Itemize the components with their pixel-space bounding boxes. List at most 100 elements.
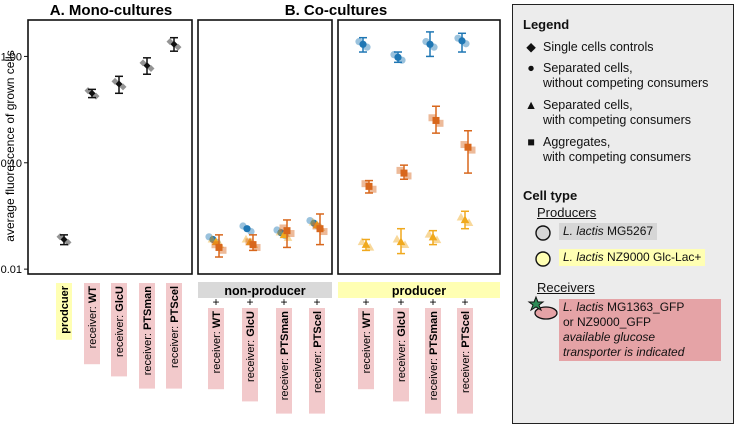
replicate-aggregates-with-competing-consumers bbox=[361, 180, 369, 188]
replicate-aggregates-with-competing-consumers bbox=[245, 238, 253, 246]
square-icon: ■ bbox=[527, 135, 535, 149]
tick-label-bg bbox=[56, 283, 72, 340]
replicate-separated-cells-with-competing-consumers bbox=[392, 234, 402, 243]
tick-label-bg bbox=[457, 308, 473, 414]
legend-item-separated-competition: ▲ Separated cells, with competing consume… bbox=[523, 98, 691, 128]
point-aggregates-with-competing-consumers bbox=[215, 243, 223, 251]
tick-label: receiver: WT bbox=[211, 311, 223, 374]
producer-mg5267-label: L. lactis MG5267 bbox=[559, 223, 658, 240]
group-bar-B2 bbox=[338, 282, 500, 298]
legend-item-label: Aggregates, bbox=[543, 135, 611, 149]
legend-panel: Legend ◆ Single cells controls ● Separat… bbox=[512, 4, 734, 424]
replicate-aggregates-with-competing-consumers bbox=[253, 243, 261, 251]
legend-item-label: Separated cells, bbox=[543, 61, 633, 75]
replicate-aggregates-with-competing-consumers bbox=[468, 146, 476, 154]
replicate-aggregates-with-competing-consumers bbox=[428, 114, 436, 122]
plus-sign: + bbox=[246, 295, 253, 309]
point-separated-cells-without-competing-consumers bbox=[458, 37, 466, 45]
legend-item-label-2: without competing consumers bbox=[543, 76, 709, 90]
replicate-separated-cells-with-competing-consumers bbox=[308, 217, 318, 226]
plus-sign: + bbox=[429, 295, 436, 309]
tick-label-bg bbox=[358, 308, 374, 390]
replicate-aggregates-with-competing-consumers bbox=[436, 119, 444, 127]
point-aggregates-with-competing-consumers bbox=[400, 169, 408, 177]
tick-label: receiver: PTSman bbox=[279, 311, 291, 401]
y-tick-label: 1.00 bbox=[1, 51, 22, 63]
plus-sign: + bbox=[280, 295, 287, 309]
triangle-icon: ▲ bbox=[524, 98, 538, 112]
plus-sign: + bbox=[313, 295, 320, 309]
legend-item-single-cells: ◆ Single cells controls bbox=[523, 40, 653, 55]
tick-label: receiver: GlcU bbox=[245, 311, 257, 382]
group-bar-B1 bbox=[198, 282, 332, 298]
point-aggregates-with-competing-consumers bbox=[432, 116, 440, 124]
y-axis-label: average fluorescence of grown cells bbox=[3, 50, 17, 241]
legend-item-label-2: with competing consumers bbox=[543, 150, 691, 164]
replicate-separated-cells-with-competing-consumers bbox=[464, 218, 474, 227]
point-aggregates-with-competing-consumers bbox=[316, 225, 324, 233]
point-separated-cells-without-competing-consumers bbox=[359, 40, 367, 48]
replicate-separated-cells-with-competing-consumers bbox=[283, 233, 293, 241]
point-separated-cells-with-competing-consumers bbox=[361, 240, 371, 248]
group-label-B1: non-producer bbox=[224, 284, 305, 298]
point-aggregates-with-competing-consumers bbox=[464, 143, 472, 151]
tick-label: receiver: PTScel bbox=[169, 286, 181, 368]
point-separated-cells-with-competing-consumers bbox=[460, 215, 470, 224]
point-separated-cells-with-competing-consumers bbox=[279, 230, 289, 239]
replicate-aggregates-with-competing-consumers bbox=[460, 141, 468, 149]
panel-B2-frame bbox=[337, 19, 501, 275]
replicate-separated-cells-with-competing-consumers bbox=[357, 237, 367, 246]
panel-A-frame bbox=[27, 19, 193, 275]
replicate-aggregates-with-competing-consumers bbox=[279, 224, 287, 232]
tick-label: receiver: PTSman bbox=[142, 286, 154, 376]
y-tick-label: 0.01 bbox=[1, 264, 22, 276]
legend-item-label-2: with competing consumers bbox=[543, 113, 691, 127]
producer-nz9000-label: L. lactis NZ9000 Glc-Lac+ bbox=[559, 249, 706, 266]
receiver-cell-icon bbox=[527, 295, 558, 320]
point-separated-cells-with-competing-consumers bbox=[428, 232, 438, 241]
cell-type-title: Cell type bbox=[523, 188, 578, 203]
receivers-title: Receivers bbox=[537, 280, 595, 295]
replicate-aggregates-with-competing-consumers bbox=[211, 241, 219, 249]
point-aggregates-with-competing-consumers bbox=[283, 227, 291, 235]
tick-label-bg bbox=[309, 308, 325, 414]
replicate-aggregates-with-competing-consumers bbox=[287, 230, 295, 238]
replicate-separated-cells-with-competing-consumers bbox=[424, 229, 434, 238]
point-single-cells-controls bbox=[60, 235, 68, 243]
replicate-separated-cells-with-competing-consumers bbox=[275, 227, 285, 236]
replicate-separated-cells-with-competing-consumers bbox=[241, 234, 251, 243]
replicate-aggregates-with-competing-consumers bbox=[320, 228, 328, 236]
diamond-icon: ◆ bbox=[526, 40, 536, 54]
replicate-aggregates-with-competing-consumers bbox=[312, 222, 320, 230]
point-single-cells-controls bbox=[170, 40, 178, 48]
tick-label-bg bbox=[276, 308, 292, 414]
producer-nz9000-icon bbox=[535, 251, 551, 267]
replicate-separated-cells-with-competing-consumers bbox=[456, 212, 466, 221]
circle-icon: ● bbox=[527, 61, 535, 75]
tick-label-bg bbox=[166, 283, 182, 389]
replicate-separated-cells-with-competing-consumers bbox=[400, 240, 410, 249]
legend-item-aggregates: ■ Aggregates, with competing consumers bbox=[523, 135, 691, 165]
tick-label-bg bbox=[111, 283, 127, 377]
tick-label-bg bbox=[393, 308, 409, 402]
replicate-aggregates-with-competing-consumers bbox=[404, 172, 412, 180]
tick-label: receiver: GlcU bbox=[396, 311, 408, 382]
producer-mg5267-icon bbox=[535, 225, 551, 241]
tick-label: receiver: WT bbox=[87, 286, 99, 349]
tick-label: receiver: WT bbox=[361, 311, 373, 374]
point-aggregates-with-competing-consumers bbox=[249, 241, 257, 249]
point-separated-cells-without-competing-consumers bbox=[394, 53, 402, 61]
legend-item-separated-no-competition: ● Separated cells, without competing cons… bbox=[523, 61, 708, 91]
panel-b-title: B. Co-cultures bbox=[285, 2, 388, 19]
replicate-separated-cells-with-competing-consumers bbox=[365, 242, 375, 251]
tick-label-bg bbox=[425, 308, 441, 414]
figure-canvas: A. Mono-cultures B. Co-cultures average … bbox=[1, 2, 501, 414]
replicate-aggregates-with-competing-consumers bbox=[219, 246, 227, 254]
legend-title: Legend bbox=[523, 17, 570, 32]
plus-sign: + bbox=[212, 295, 219, 309]
tick-label-bg bbox=[242, 308, 258, 402]
receiver-label: L. lactis MG1363_GFP or NZ9000_GFP avail… bbox=[559, 299, 721, 361]
panel-B1-frame bbox=[197, 19, 333, 275]
tick-label: receiver: PTScel bbox=[460, 311, 472, 393]
tick-label: prodcuer bbox=[59, 285, 71, 333]
